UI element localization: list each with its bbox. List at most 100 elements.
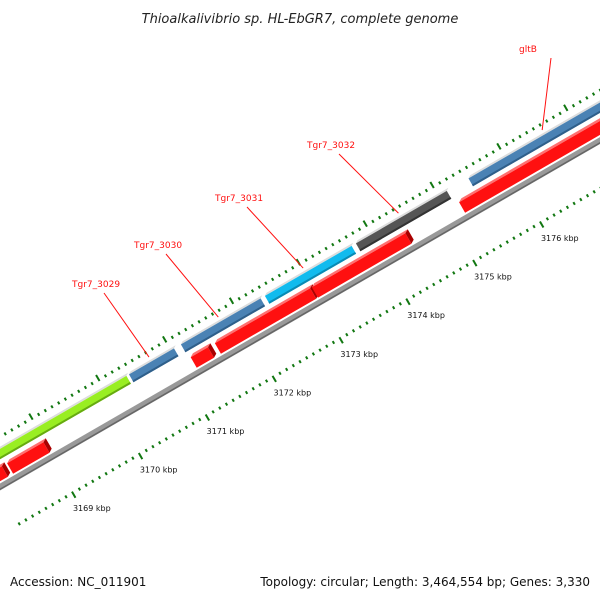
inner-tick — [311, 352, 316, 356]
outer-tick — [337, 238, 342, 243]
outer-tick — [291, 265, 295, 270]
outer-tick — [411, 196, 415, 201]
outer-tick — [531, 127, 535, 131]
inner-tick — [124, 460, 128, 464]
outer-tick — [3, 431, 7, 436]
inner-tick — [178, 429, 182, 433]
gene-bar-edge — [0, 382, 131, 460]
outer-tick — [257, 285, 261, 289]
inner-tick — [525, 228, 529, 233]
outer-tick — [585, 96, 589, 100]
outer-tick — [16, 424, 21, 428]
gene-bar-edge — [184, 304, 266, 353]
outer-tick — [137, 354, 141, 359]
inner-tick — [238, 394, 242, 399]
gene-bar-edge — [472, 110, 600, 187]
outer-tick — [511, 138, 515, 143]
gene-bar — [264, 245, 357, 304]
inner-tick — [57, 498, 61, 503]
gene-label: Tgr7_3031 — [214, 194, 263, 204]
inner-tick — [485, 251, 489, 256]
inner-tick — [44, 506, 48, 511]
inner-tick — [452, 271, 456, 275]
outer-tick — [471, 161, 475, 166]
cds-bar-side — [405, 229, 414, 244]
outer-tick — [496, 142, 502, 150]
outer-tick — [57, 401, 61, 405]
inner-tick — [17, 522, 21, 526]
cds-bar — [7, 442, 50, 474]
outer-tick — [504, 142, 509, 147]
inner-tick — [438, 278, 443, 283]
inner-tick — [465, 263, 469, 267]
outer-tick — [404, 200, 408, 204]
inner-tick — [224, 402, 229, 406]
inner-tick — [117, 464, 122, 468]
outer-tick — [324, 246, 328, 251]
tick-label: 3169 kbp — [73, 504, 111, 513]
outer-tick — [244, 293, 248, 297]
inner-tick — [559, 209, 563, 213]
gene-bar — [468, 102, 600, 187]
outer-tick — [304, 258, 308, 262]
cds-bar-side — [1, 462, 11, 477]
outer-tick — [70, 393, 74, 397]
cds-bar-top — [0, 462, 5, 468]
inner-tick — [552, 213, 556, 217]
outer-tick — [162, 335, 168, 343]
outer-tick — [571, 103, 576, 108]
outer-tick — [10, 428, 14, 432]
outer-tick — [418, 192, 422, 197]
inner-tick — [278, 371, 282, 376]
cds-bar-top — [214, 284, 313, 344]
outer-tick — [28, 413, 34, 421]
outer-tick — [184, 327, 188, 332]
outer-tick — [157, 343, 161, 347]
inner-tick — [565, 205, 570, 210]
gene-labels: Tgr7_3029 Tgr7_3030 Tgr7_3031 Tgr7_3032 gltB — [71, 45, 552, 358]
outer-tick — [331, 242, 335, 247]
gene-leader-line — [338, 153, 399, 214]
outer-tick — [284, 269, 288, 274]
outer-tick — [518, 134, 522, 139]
gene-bar — [355, 190, 452, 252]
inner-tick — [498, 244, 503, 248]
inner-tick — [24, 518, 28, 522]
gene-bar-top — [180, 295, 263, 345]
inner-tick — [579, 197, 583, 202]
backbone-shadow — [0, 142, 600, 491]
tick-label: 3170 kbp — [140, 466, 178, 475]
outer-tick — [491, 150, 495, 154]
accession-text: Accession: NC_011901 — [10, 575, 146, 589]
outer-tick — [317, 250, 322, 255]
outer-tick — [525, 130, 529, 135]
gene-leader-line — [541, 57, 552, 131]
inner-tick — [184, 425, 188, 430]
outer-tick — [37, 412, 41, 417]
inner-tick — [351, 329, 356, 333]
inner-tick — [84, 483, 88, 488]
outer-tick — [237, 296, 241, 301]
inner-tick — [458, 267, 463, 271]
cds-bar-top — [7, 438, 46, 464]
inner-tick — [91, 479, 95, 484]
inner-tick — [285, 367, 289, 372]
outer-tick — [43, 408, 47, 413]
inner-tick — [425, 286, 429, 291]
inner-tick — [171, 433, 175, 437]
tick-label: 3171 kbp — [207, 427, 245, 436]
outer-tick — [123, 362, 128, 367]
inner-ticks: 3169 kbp 3170 kbp 3171 kbp 3172 kbp 3173 kbp… — [17, 186, 600, 526]
tick-label: 3174 kbp — [407, 311, 445, 320]
tick-label: 3172 kbp — [274, 388, 312, 397]
inner-tick — [104, 471, 108, 476]
cds-bar — [311, 233, 412, 298]
outer-tick — [63, 397, 67, 401]
outer-tick — [464, 165, 469, 170]
outer-tick — [311, 254, 315, 259]
inner-tick — [71, 491, 77, 499]
outer-tick — [95, 374, 101, 382]
outer-tick — [190, 323, 195, 328]
tick-label: 3173 kbp — [340, 350, 378, 359]
